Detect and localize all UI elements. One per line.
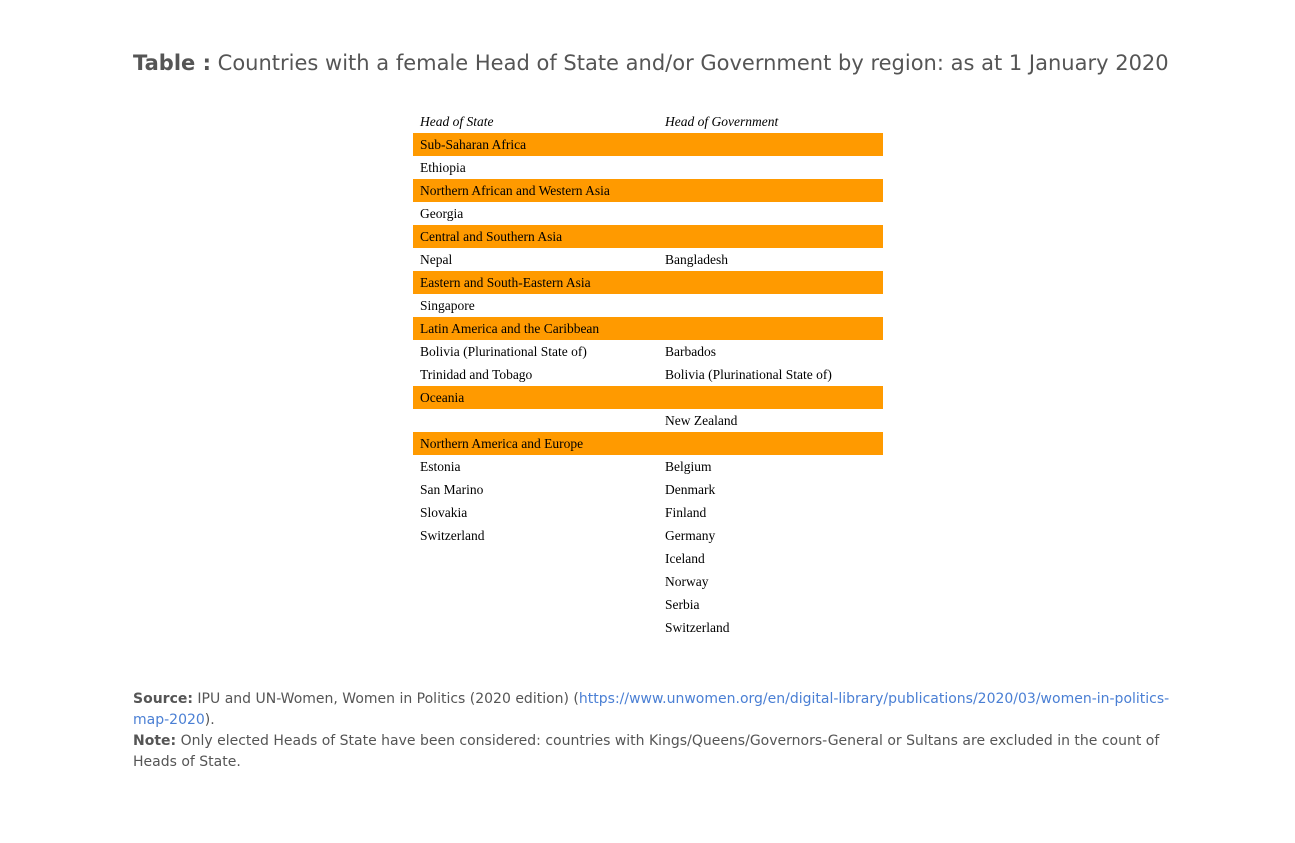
table-row: Slovakia Finland: [413, 501, 883, 524]
region-name-cell: Northern America and Europe: [413, 432, 658, 455]
header-head-of-government: Head of Government: [665, 113, 779, 129]
head-of-government-cell: Germany: [665, 527, 716, 543]
footnotes: Source: IPU and UN-Women, Women in Polit…: [133, 689, 1173, 773]
table-row: Bolivia (Plurinational State of) Barbados: [413, 340, 883, 363]
source-label: Source:: [133, 691, 193, 707]
head-of-government-cell: Serbia: [665, 596, 700, 612]
region-empty-cell: [658, 386, 883, 409]
note-text: Only elected Heads of State have been co…: [133, 733, 1160, 770]
head-of-state-cell: Switzerland: [420, 527, 485, 543]
table-row: Switzerland: [413, 616, 883, 639]
table-row: Singapore: [413, 294, 883, 317]
head-of-state-cell: [413, 409, 658, 432]
region-row: Sub-Saharan Africa: [413, 133, 883, 156]
head-of-state-cell: Ethiopia: [420, 159, 466, 175]
head-of-government-cell: Barbados: [665, 343, 716, 359]
head-of-government-cell: Bangladesh: [665, 251, 728, 267]
region-row: Latin America and the Caribbean: [413, 317, 883, 340]
head-of-state-cell: [413, 570, 658, 593]
table-row: Estonia Belgium: [413, 455, 883, 478]
region-name-cell: Eastern and South-Eastern Asia: [413, 271, 658, 294]
head-of-state-cell: Estonia: [420, 458, 461, 474]
table-row: New Zealand: [413, 409, 883, 432]
table-row: Serbia: [413, 593, 883, 616]
header-head-of-state: Head of State: [420, 113, 494, 129]
source-text-end: ).: [204, 712, 215, 728]
head-of-state-cell: Singapore: [420, 297, 475, 313]
head-of-government-cell: Finland: [665, 504, 707, 520]
table-row: Ethiopia: [413, 156, 883, 179]
regions-table-container: Head of State Head of Government Sub-Sah…: [413, 110, 883, 639]
region-empty-cell: [658, 225, 883, 248]
region-name-cell: Latin America and the Caribbean: [413, 317, 658, 340]
table-row: Switzerland Germany: [413, 524, 883, 547]
region-name-cell: Central and Southern Asia: [413, 225, 658, 248]
head-of-state-cell: San Marino: [420, 481, 484, 497]
source-text: IPU and UN-Women, Women in Politics (202…: [192, 691, 579, 707]
region-empty-cell: [658, 133, 883, 156]
source-note: Source: IPU and UN-Women, Women in Polit…: [133, 689, 1173, 731]
head-of-state-cell: [413, 616, 658, 639]
table-row: Iceland: [413, 547, 883, 570]
head-of-state-cell: Bolivia (Plurinational State of): [420, 343, 587, 359]
page-title: Table : Countries with a female Head of …: [133, 48, 1169, 78]
head-of-state-cell: Nepal: [420, 251, 453, 267]
table-header-row: Head of State Head of Government: [413, 110, 883, 133]
head-of-government-cell: Bolivia (Plurinational State of): [665, 366, 832, 382]
head-of-state-cell: Trinidad and Tobago: [420, 366, 533, 382]
head-of-government-cell: [658, 156, 883, 179]
head-of-state-cell: [413, 547, 658, 570]
region-name-cell: Oceania: [413, 386, 658, 409]
head-of-government-cell: New Zealand: [665, 412, 738, 428]
note: Note: Only elected Heads of State have b…: [133, 731, 1173, 773]
head-of-state-cell: [413, 593, 658, 616]
head-of-government-cell: Norway: [665, 573, 709, 589]
table-row: Georgia: [413, 202, 883, 225]
head-of-government-cell: Switzerland: [665, 619, 730, 635]
head-of-government-cell: Iceland: [665, 550, 705, 566]
table-row: Norway: [413, 570, 883, 593]
region-empty-cell: [658, 271, 883, 294]
head-of-state-cell: Georgia: [420, 205, 464, 221]
head-of-government-cell: Denmark: [665, 481, 716, 497]
head-of-government-cell: [658, 202, 883, 225]
source-link[interactable]: https://www.unwomen.org/en/digital-libra…: [133, 691, 1170, 728]
region-name-cell: Northern African and Western Asia: [413, 179, 658, 202]
region-empty-cell: [658, 432, 883, 455]
region-row: Northern African and Western Asia: [413, 179, 883, 202]
note-label: Note:: [133, 733, 177, 749]
table-row: Trinidad and Tobago Bolivia (Plurinationa…: [413, 363, 883, 386]
region-name-cell: Sub-Saharan Africa: [413, 133, 658, 156]
title-label: Table :: [133, 51, 211, 75]
region-row: Oceania: [413, 386, 883, 409]
title-text: Countries with a female Head of State an…: [217, 51, 1169, 75]
table-body: Sub-Saharan Africa Ethiopia Northern Afric…: [413, 133, 883, 639]
regions-table: Head of State Head of Government Sub-Sah…: [413, 110, 883, 639]
region-row: Eastern and South-Eastern Asia: [413, 271, 883, 294]
table-row: San Marino Denmark: [413, 478, 883, 501]
table-row: Nepal Bangladesh: [413, 248, 883, 271]
head-of-state-cell: Slovakia: [420, 504, 468, 520]
region-row: Northern America and Europe: [413, 432, 883, 455]
region-empty-cell: [658, 179, 883, 202]
region-row: Central and Southern Asia: [413, 225, 883, 248]
head-of-government-cell: [658, 294, 883, 317]
head-of-government-cell: Belgium: [665, 458, 712, 474]
region-empty-cell: [658, 317, 883, 340]
